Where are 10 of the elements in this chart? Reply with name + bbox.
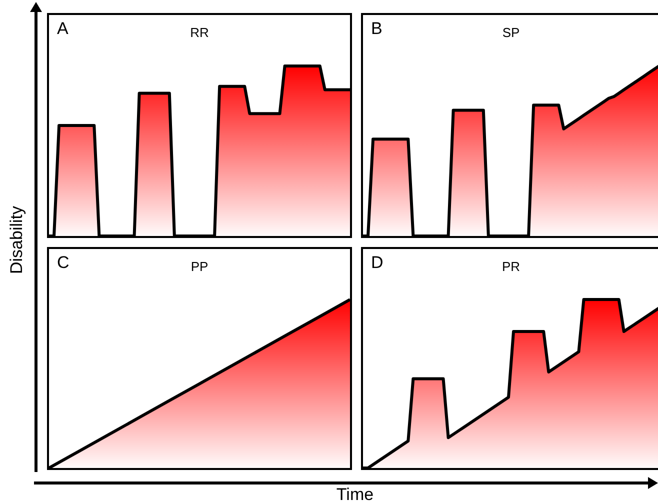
- text: C: [57, 253, 70, 273]
- x-axis-title: Time: [336, 485, 374, 504]
- text: D: [371, 253, 384, 273]
- chart-title: RR: [190, 25, 209, 40]
- text: B: [371, 19, 382, 39]
- y-axis-title: Disability: [7, 206, 27, 274]
- chart-title: PP: [190, 259, 208, 274]
- chart-title: PR: [502, 259, 520, 274]
- text: A: [57, 19, 68, 39]
- chart-title: SP: [502, 25, 520, 40]
